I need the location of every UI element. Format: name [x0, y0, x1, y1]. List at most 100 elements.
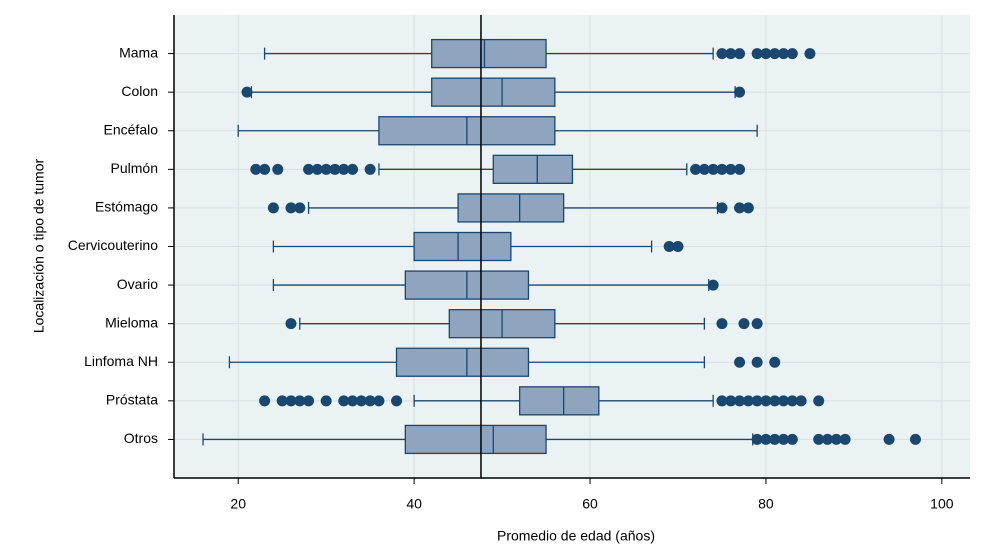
outlier [285, 202, 297, 214]
outlier [725, 48, 737, 60]
y-tick-label: Mieloma [105, 314, 158, 330]
box [431, 38, 547, 69]
outlier [347, 163, 359, 175]
box [457, 193, 565, 223]
outlier [716, 202, 728, 214]
outlier [909, 433, 921, 445]
y-tick-label: Otros [124, 430, 158, 446]
outlier [760, 395, 772, 407]
outlier [778, 433, 790, 445]
outlier [338, 163, 350, 175]
outlier [804, 48, 816, 60]
outlier [830, 433, 842, 445]
outlier [347, 395, 359, 407]
outlier [272, 163, 284, 175]
outlier [320, 163, 332, 175]
x-tick-label: 20 [230, 496, 246, 512]
outlier [786, 433, 798, 445]
outlier [285, 318, 297, 330]
outlier [751, 433, 763, 445]
outlier [769, 356, 781, 368]
outlier [822, 433, 834, 445]
outlier [303, 395, 315, 407]
outlier [795, 395, 807, 407]
outlier [329, 163, 341, 175]
outlier [716, 48, 728, 60]
outlier [663, 241, 675, 252]
y-axis-label: Localización o tipo de tumor [31, 159, 47, 334]
outlier [751, 356, 763, 368]
box [431, 77, 556, 107]
x-tick-label: 100 [930, 496, 954, 512]
outlier [738, 318, 750, 330]
outlier [760, 433, 772, 445]
outlier [742, 395, 754, 407]
outlier [303, 163, 315, 175]
outlier [267, 202, 279, 214]
y-tick-label: Estómago [95, 199, 158, 215]
outlier [311, 163, 323, 175]
outlier [698, 163, 710, 175]
outlier [250, 163, 262, 175]
outlier [716, 395, 728, 407]
y-tick-label: Cervicouterino [68, 237, 158, 253]
outlier [883, 433, 895, 445]
outlier [355, 395, 367, 407]
outlier [672, 241, 684, 252]
outlier [813, 395, 825, 407]
outlier [734, 202, 746, 214]
outlier [294, 395, 306, 407]
box [395, 347, 530, 377]
outlier [391, 395, 403, 407]
outlier [778, 48, 790, 60]
outlier [707, 163, 719, 175]
y-tick-label: Próstata [106, 392, 158, 408]
y-tick-label: Mama [119, 44, 158, 60]
outlier [734, 395, 746, 407]
outlier [320, 395, 332, 407]
y-tick-label: Pulmón [111, 160, 158, 176]
outlier [707, 279, 719, 291]
outlier [786, 48, 798, 60]
outlier [690, 163, 702, 175]
x-axis-label: Promedio de edad (años) [497, 528, 655, 544]
outlier [813, 433, 825, 445]
outlier [786, 395, 798, 407]
outlier [751, 395, 763, 407]
y-tick-label: Ovario [117, 276, 158, 292]
y-tick-label: Linfoma NH [84, 353, 158, 369]
outlier [734, 163, 746, 175]
outlier [716, 163, 728, 175]
box [404, 424, 547, 455]
outlier [364, 395, 376, 407]
outlier [760, 48, 772, 60]
outlier [241, 86, 253, 98]
outlier [751, 48, 763, 60]
x-tick-label: 80 [758, 496, 774, 512]
box [413, 231, 512, 262]
outlier [725, 395, 737, 407]
y-tick-label: Encéfalo [104, 121, 159, 137]
outlier [294, 202, 306, 214]
outlier [259, 163, 271, 175]
outlier [725, 163, 737, 175]
outlier [734, 86, 746, 98]
x-tick-label: 60 [582, 496, 598, 512]
outlier [769, 48, 781, 60]
box [519, 386, 600, 416]
box [492, 154, 574, 184]
x-tick-label: 40 [406, 496, 422, 512]
outlier [778, 395, 790, 407]
outlier [839, 433, 851, 445]
outlier [276, 395, 288, 407]
outlier [742, 202, 754, 214]
outlier [769, 433, 781, 445]
outlier [285, 395, 297, 407]
y-tick-label: Colon [121, 83, 158, 99]
outlier [769, 395, 781, 407]
outlier [364, 163, 376, 175]
outlier [751, 318, 763, 330]
outlier [734, 48, 746, 60]
outlier [338, 395, 350, 407]
